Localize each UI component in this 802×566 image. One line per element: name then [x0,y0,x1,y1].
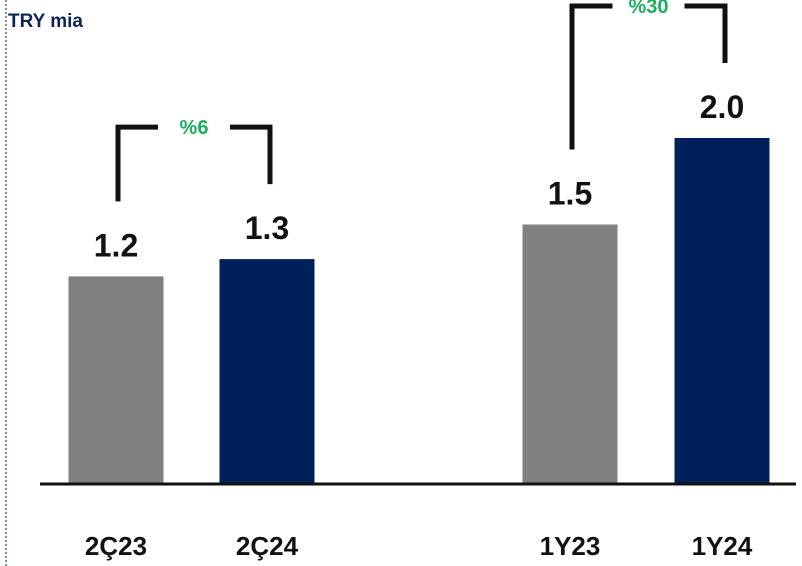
growth-label-1: %6 [180,117,209,139]
category-label-3: 1Y23 [540,531,601,561]
value-label-3: 1.5 [548,176,592,212]
category-label-1: 2Ç23 [85,531,147,561]
value-label-4: 2.0 [700,89,744,125]
growth-brackets: %6 %30 [115,0,728,202]
growth-bracket-left-1 [115,124,158,202]
growth-bracket-right-2 [684,3,728,63]
growth-bracket-left-2 [569,3,613,150]
bar-3 [522,224,618,484]
unit-label: TRY mia [8,11,83,32]
bar-4 [674,138,770,484]
value-label-2: 1.3 [245,210,289,246]
bar-2 [219,259,315,484]
bar-1 [68,276,164,484]
growth-bracket-right-1 [230,124,273,185]
category-label-2: 2Ç24 [236,531,299,561]
category-label-4: 1Y24 [692,531,753,561]
growth-label-2: %30 [628,0,668,18]
bars-layer [68,138,770,484]
labels-layer: 1.2 2Ç23 1.3 2Ç24 1.5 1Y23 2.0 1Y24 [85,89,753,561]
value-label-1: 1.2 [94,227,138,263]
